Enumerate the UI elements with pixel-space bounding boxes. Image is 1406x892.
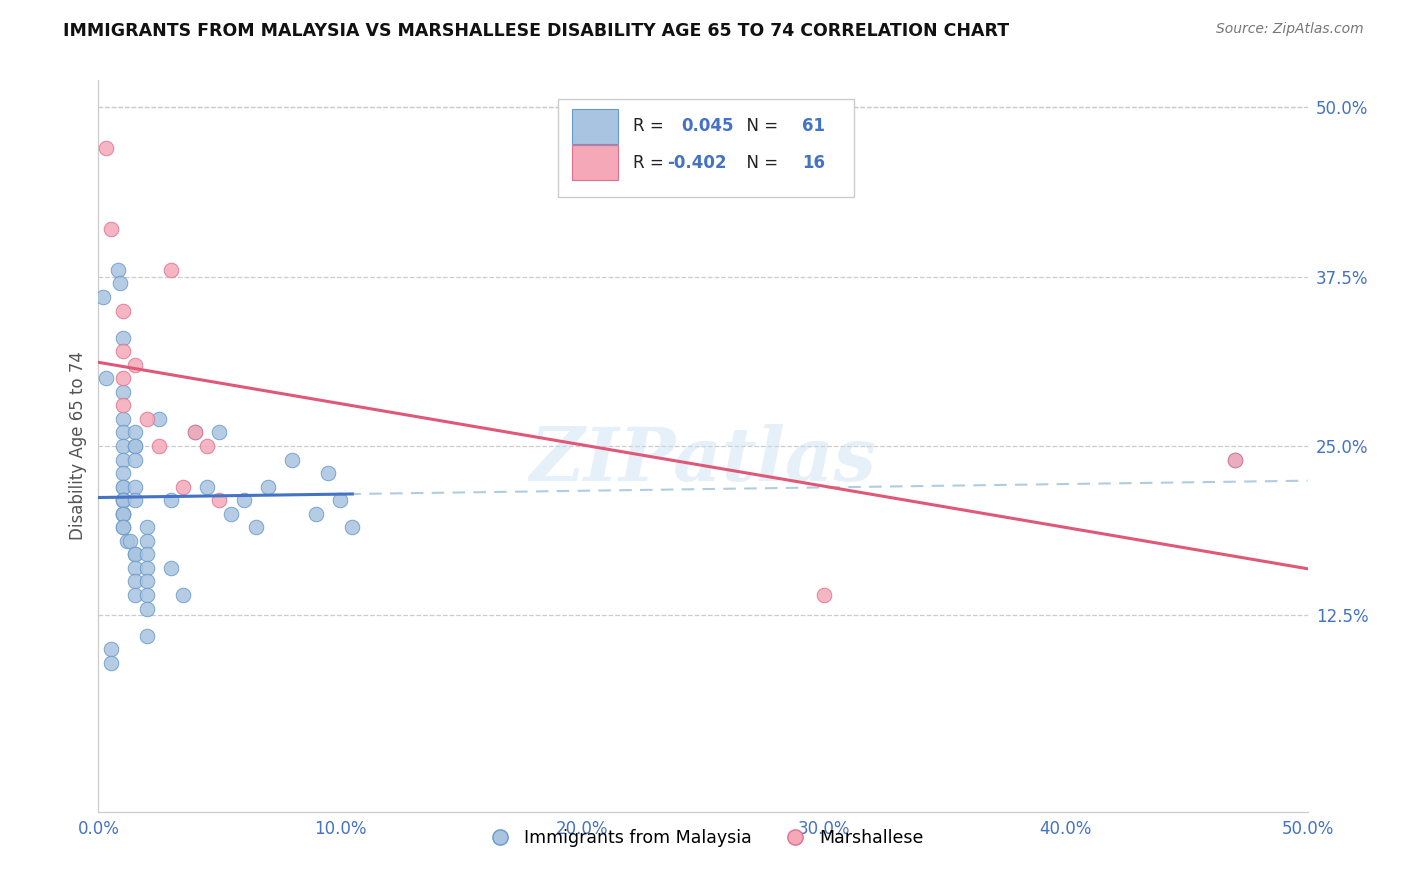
Point xyxy=(111,507,134,521)
Point xyxy=(111,507,134,521)
Point xyxy=(148,412,170,426)
Point xyxy=(135,574,157,589)
Point xyxy=(111,520,134,534)
Point xyxy=(1223,452,1246,467)
Point xyxy=(232,493,254,508)
Text: Source: ZipAtlas.com: Source: ZipAtlas.com xyxy=(1216,22,1364,37)
Point xyxy=(117,533,139,548)
Legend: Immigrants from Malaysia, Marshallese: Immigrants from Malaysia, Marshallese xyxy=(475,822,931,855)
Y-axis label: Disability Age 65 to 74: Disability Age 65 to 74 xyxy=(69,351,87,541)
Point xyxy=(111,466,134,480)
Point xyxy=(124,439,146,453)
Point xyxy=(111,384,134,399)
Point xyxy=(124,588,146,602)
Text: R =: R = xyxy=(633,118,669,136)
Point xyxy=(172,480,194,494)
Point xyxy=(111,371,134,385)
Point xyxy=(135,412,157,426)
Point xyxy=(135,561,157,575)
Point xyxy=(124,439,146,453)
Point xyxy=(111,452,134,467)
Point xyxy=(111,425,134,440)
Bar xyxy=(572,145,619,180)
Point xyxy=(111,412,134,426)
Text: 16: 16 xyxy=(803,154,825,172)
Point xyxy=(208,493,231,508)
Point xyxy=(111,493,134,508)
Bar xyxy=(572,109,619,144)
Text: N =: N = xyxy=(735,118,783,136)
Point xyxy=(184,425,207,440)
Text: -0.402: -0.402 xyxy=(666,154,727,172)
Point xyxy=(111,520,134,534)
Point xyxy=(124,452,146,467)
Point xyxy=(342,520,364,534)
Point xyxy=(107,263,129,277)
Point xyxy=(160,493,183,508)
Point xyxy=(124,358,146,372)
Point xyxy=(124,547,146,561)
Point xyxy=(160,561,183,575)
Text: IMMIGRANTS FROM MALAYSIA VS MARSHALLESE DISABILITY AGE 65 TO 74 CORRELATION CHAR: IMMIGRANTS FROM MALAYSIA VS MARSHALLESE … xyxy=(63,22,1010,40)
Text: N =: N = xyxy=(735,154,783,172)
Point xyxy=(1223,452,1246,467)
Point xyxy=(135,629,157,643)
Point xyxy=(135,533,157,548)
Point xyxy=(118,533,141,548)
Point xyxy=(111,398,134,412)
Point xyxy=(111,493,134,508)
Point xyxy=(100,642,122,657)
Point xyxy=(108,277,131,291)
Point xyxy=(111,344,134,359)
Point xyxy=(135,601,157,615)
Point xyxy=(813,588,835,602)
Point xyxy=(135,520,157,534)
Point xyxy=(316,466,339,480)
Point xyxy=(281,452,304,467)
Point xyxy=(111,303,134,318)
Point xyxy=(305,507,328,521)
Text: 0.045: 0.045 xyxy=(682,118,734,136)
Point xyxy=(329,493,352,508)
Point xyxy=(124,574,146,589)
Point xyxy=(94,141,117,155)
Point xyxy=(124,425,146,440)
Point xyxy=(111,331,134,345)
Point xyxy=(124,480,146,494)
Point xyxy=(94,371,117,385)
Point xyxy=(111,480,134,494)
Point xyxy=(135,588,157,602)
Point xyxy=(91,290,114,304)
Text: ZIPatlas: ZIPatlas xyxy=(530,425,876,497)
FancyBboxPatch shape xyxy=(558,99,855,197)
Point xyxy=(100,222,122,236)
Point xyxy=(124,561,146,575)
Point xyxy=(172,588,194,602)
Point xyxy=(221,507,243,521)
Point xyxy=(111,480,134,494)
Point xyxy=(135,547,157,561)
Point xyxy=(100,656,122,670)
Point xyxy=(195,480,218,494)
Point xyxy=(111,507,134,521)
Point xyxy=(111,493,134,508)
Point xyxy=(208,425,231,440)
Point xyxy=(245,520,267,534)
Point xyxy=(111,439,134,453)
Text: 61: 61 xyxy=(803,118,825,136)
Text: R =: R = xyxy=(633,154,669,172)
Point xyxy=(160,263,183,277)
Point xyxy=(124,547,146,561)
Point xyxy=(184,425,207,440)
Point xyxy=(256,480,278,494)
Point xyxy=(124,493,146,508)
Point xyxy=(148,439,170,453)
Point xyxy=(195,439,218,453)
